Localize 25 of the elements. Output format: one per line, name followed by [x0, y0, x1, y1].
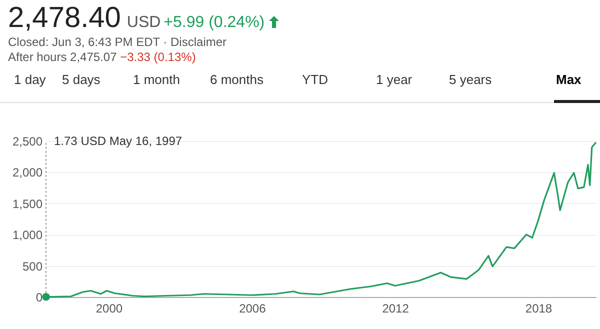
annotation: 1.73 USD May 16, 1997 [54, 134, 182, 148]
y-tick-label: 0 [36, 290, 43, 304]
chart-title: 2,478.40 [8, 2, 121, 34]
text: 1 day [14, 72, 46, 87]
y-tick-label: 1,500 [12, 196, 43, 211]
chart-subtitle: Closed: Jun 3, 6:43 PM EDT · Disclaimer [8, 35, 228, 50]
y-tick-label: 1,000 [12, 228, 43, 242]
text: YTD [302, 72, 328, 87]
text: +5.99 (0.24%) [164, 14, 265, 31]
x-tick-label: 2012 [382, 302, 410, 316]
y-tick-label: 500 [22, 259, 43, 274]
x-tick-label: 2018 [525, 302, 552, 316]
x-tick-label: 2000 [96, 302, 123, 316]
text: 5 years [449, 72, 492, 87]
x-tick-label: 2006 [239, 302, 266, 316]
text: 1 month [133, 72, 180, 87]
text: After hours 2,475.07 [8, 50, 117, 64]
text: 1 year [376, 72, 412, 87]
text: 5 days [62, 72, 100, 87]
text: USD [126, 14, 161, 31]
text: 6 months [210, 72, 264, 87]
text: Max [556, 72, 582, 87]
y-tick-label: 2,000 [12, 166, 43, 180]
y-tick-label: 2,500 [12, 134, 43, 148]
text: −3.33 (0.13%) [120, 50, 196, 64]
